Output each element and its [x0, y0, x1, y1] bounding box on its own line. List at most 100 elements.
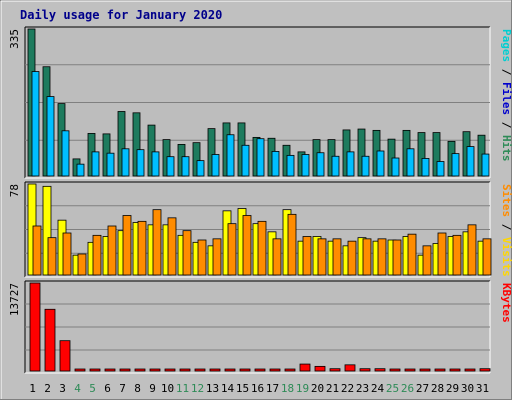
bar-files — [181, 156, 190, 177]
day-label: 16 — [251, 382, 264, 395]
bar-kbytes — [344, 364, 356, 372]
bar-files — [406, 148, 415, 177]
bar-sites — [32, 225, 42, 276]
bar-files — [121, 148, 130, 177]
bar-kbytes — [164, 368, 176, 372]
bar-sites — [77, 253, 87, 276]
bar-hits — [207, 128, 216, 177]
bar-files — [136, 149, 145, 177]
day-label: 17 — [266, 382, 279, 395]
bar-files — [166, 156, 175, 177]
day-label: 4 — [74, 382, 81, 395]
bar-kbytes — [389, 368, 401, 372]
bar-files — [61, 130, 70, 177]
bar-sites — [257, 220, 267, 276]
day-label: 12 — [191, 382, 204, 395]
day-label: 7 — [119, 382, 126, 395]
bar-files — [421, 158, 430, 177]
day-label: 23 — [356, 382, 369, 395]
bar-sites — [347, 240, 357, 276]
bar-kbytes — [254, 368, 266, 372]
day-label: 27 — [416, 382, 429, 395]
bar-kbytes — [224, 368, 236, 372]
day-label: 28 — [431, 382, 444, 395]
bar-kbytes — [299, 363, 311, 372]
day-label: 20 — [311, 382, 324, 395]
bar-kbytes — [89, 368, 101, 372]
chart-panels: 335 Pages / Files / Hits 78 Sites / Visits 1… — [8, 26, 512, 374]
bar-kbytes — [119, 368, 131, 372]
bar-kbytes — [44, 308, 56, 372]
bar-sites — [332, 238, 342, 276]
bar-files — [241, 144, 250, 177]
day-label: 29 — [446, 382, 459, 395]
bar-kbytes — [419, 368, 431, 372]
day-label: 9 — [149, 382, 156, 395]
bar-files — [151, 151, 160, 177]
bar-kbytes — [404, 368, 416, 372]
panel-hits: 335 Pages / Files / Hits — [8, 26, 512, 179]
day-label: 2 — [44, 382, 51, 395]
bar-kbytes — [374, 368, 386, 372]
bar-sites — [467, 224, 477, 276]
legend-entry: Hits — [500, 128, 512, 161]
legend-entry: / — [500, 62, 512, 76]
bar-files — [271, 151, 280, 177]
day-label: 11 — [176, 382, 189, 395]
bar-files — [91, 151, 100, 177]
day-label: 5 — [89, 382, 96, 395]
bar-kbytes — [449, 368, 461, 372]
bar-kbytes — [134, 368, 146, 372]
day-label: 14 — [221, 382, 235, 395]
bar-kbytes — [239, 368, 251, 372]
day-label: 3 — [59, 382, 66, 395]
bar-files — [451, 153, 460, 177]
bar-sites — [422, 245, 432, 276]
day-label: 30 — [461, 382, 474, 395]
day-label: 15 — [236, 382, 249, 395]
bar-files — [46, 96, 55, 177]
bar-sites — [362, 238, 372, 276]
bar-files — [466, 146, 475, 177]
bar-sites — [212, 238, 222, 276]
bar-kbytes — [29, 282, 41, 372]
bar-sites — [392, 239, 402, 276]
bar-sites — [287, 213, 297, 276]
day-label: 18 — [281, 382, 294, 395]
bar-sites — [242, 215, 252, 276]
bar-files — [286, 154, 295, 177]
bar-kbytes — [74, 368, 86, 372]
bar-files — [31, 71, 40, 177]
bar-hits — [387, 138, 396, 177]
bar-kbytes — [209, 368, 221, 372]
bar-files — [376, 150, 385, 177]
bar-kbytes — [314, 365, 326, 372]
day-label: 6 — [104, 382, 111, 395]
day-labels: 1 2 3 4 5 6 7 8 9 10 11 12 13 14 15 16 17 18 19 20 21 22 23 24 2… — [29, 382, 489, 395]
bar-files — [346, 151, 355, 177]
day-label: 8 — [134, 382, 141, 395]
bar-hits — [192, 142, 201, 177]
bar-files — [256, 138, 265, 177]
bar-sites — [107, 225, 117, 276]
bar-sites — [317, 238, 327, 276]
panel-max-label: 78 — [8, 184, 21, 197]
bar-visits — [42, 185, 52, 276]
legend-entry: KBytes — [500, 283, 512, 323]
day-label: 25 — [386, 382, 399, 395]
bar-kbytes — [269, 368, 281, 372]
day-label: 31 — [476, 382, 489, 395]
bar-kbytes — [359, 368, 371, 372]
bar-files — [316, 152, 325, 177]
legend-entry: Visits — [500, 230, 512, 276]
bar-kbytes — [434, 368, 446, 372]
bar-sites — [227, 223, 237, 276]
bar-sites — [122, 215, 132, 276]
panel-visits: 78 Sites / Visits — [8, 181, 512, 278]
bar-hits — [432, 132, 441, 177]
bar-hits — [117, 111, 126, 177]
panel-max-label: 13727 — [8, 283, 21, 316]
panel-legend: Pages / Files / Hits — [500, 29, 512, 162]
bar-hits — [132, 112, 141, 177]
